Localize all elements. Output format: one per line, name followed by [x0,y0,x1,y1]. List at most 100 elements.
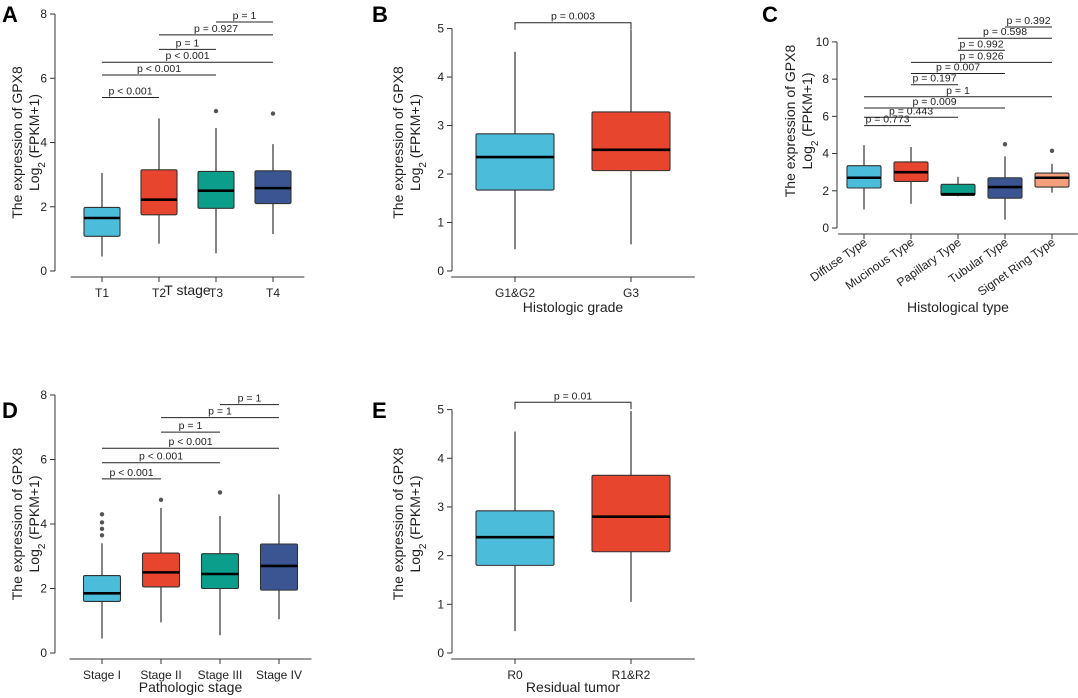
outlier-point [158,497,164,503]
x-tick-label: Signet Ring Type [975,235,1058,299]
x-tick-label: Stage I [83,668,121,682]
y-axis-title-line2: Log2 (FPKM+1) [26,476,48,573]
x-tick-label: Stage II [140,668,181,682]
p-value-label: p = 1 [946,85,970,97]
y-tick-label: 0 [40,264,47,278]
comparison-bracket: p < 0.001 [102,63,216,76]
outlier-point [213,108,219,114]
y-axis-title-sub: 2 [37,543,48,549]
y-axis-title-unit: (FPKM+1) [799,73,815,141]
box-stage-ii [141,497,181,623]
box-body [83,206,121,237]
p-value-label: p = 1 [176,37,200,49]
y-tick-label: 8 [40,388,47,402]
comparison-bracket: p = 1 [161,406,279,419]
y-tick-label: 2 [822,184,829,198]
panel-letter: C [762,2,778,27]
y-axis-title-line2: Log2 (FPKM+1) [26,94,48,191]
comparison-bracket: p = 0.992 [958,38,1005,51]
p-value-label: p = 0.009 [912,96,956,108]
y-axis-title-line2: Log2 (FPKM+1) [407,476,429,573]
box-r0 [475,431,555,632]
y-axis-title-line1: The expression of GPX8 [390,66,406,219]
y-tick-label: 0 [40,646,47,660]
p-value-label: p < 0.001 [137,63,181,75]
y-axis-title-line1: The expression of GPX8 [390,448,406,601]
y-axis-title-log: Log [407,549,423,572]
box-body [140,169,178,216]
box-t4 [254,111,292,235]
comparison-bracket: p = 0.197 [911,73,958,86]
p-value-label: p = 0.197 [912,73,956,85]
y-axis-title-sub: 2 [37,162,48,168]
x-axis-title: Histological type [907,299,1009,315]
y-axis-title-unit: (FPKM+1) [407,476,423,544]
y-tick-label: 6 [822,109,829,123]
box-tubular-type [987,142,1023,220]
p-value-label: p < 0.001 [108,86,152,98]
x-tick-label: T2 [152,286,166,300]
comparison-bracket: p = 0.598 [958,26,1052,39]
y-axis-title-log: Log [26,168,42,191]
outlier-point [270,111,276,116]
y-tick-label: 4 [40,136,47,150]
comparison-bracket: p < 0.001 [102,451,220,464]
box-body [591,111,671,172]
x-tick-label: G1&G2 [495,286,535,300]
x-tick-label: R1&R2 [612,668,651,682]
p-value-label: p = 0.01 [554,390,592,402]
p-value-label: p = 0.003 [551,11,595,23]
p-value-label: p = 0.992 [959,38,1003,50]
outlier-point [217,490,223,495]
y-tick-label: 10 [816,35,830,49]
x-axis-title: T stage [164,282,211,298]
x-tick-label: G3 [623,286,639,300]
panel-d: D 0 2 4 6 8 Stage I Stage II Stage III Stage IV Pa… [2,388,312,695]
y-axis-title-sub: 2 [810,140,821,146]
y-tick-label: 3 [437,119,444,133]
box-stage-i [82,512,122,639]
y-tick-label: 1 [437,597,444,611]
comparison-bracket: p < 0.001 [102,86,159,99]
p-value-label: p = 1 [179,420,203,432]
box-papillary-type [940,176,976,197]
y-tick-label: 8 [40,7,47,21]
outlier-point [1049,148,1055,153]
comparison-bracket: p = 1 [216,10,273,23]
y-axis-title-sub: 2 [418,162,429,168]
p-value-label: p = 1 [233,10,257,22]
box-body [591,474,671,553]
y-tick-label: 0 [437,264,444,278]
x-axis-title: Histologic grade [523,299,624,315]
bracket-line [514,22,632,30]
y-axis-title-line2: Log2 (FPKM+1) [407,94,429,191]
y-tick-label: 0 [437,646,444,660]
box-body [1034,172,1070,188]
p-value-label: p = 1 [208,406,232,418]
panel-letter: A [2,2,18,27]
x-tick-label: Stage III [198,668,243,682]
p-value-label: p = 0.927 [194,23,238,35]
box-mucinous-type [893,147,929,204]
p-value-label: p < 0.001 [168,436,212,448]
p-value-label: p = 0.392 [1006,15,1050,27]
panel-letter: D [2,398,18,423]
y-axis-title-line1: The expression of GPX8 [9,66,25,219]
y-tick-label: 4 [437,70,444,84]
y-tick-label: 4 [437,451,444,465]
comparison-bracket: p < 0.001 [102,436,279,449]
comparison-bracket: p = 0.01 [514,390,632,410]
p-value-label: p = 1 [238,393,262,405]
box-r1-r2 [591,411,671,602]
comparison-bracket: p < 0.001 [102,50,273,63]
y-axis-title-log: Log [799,146,815,169]
comparison-bracket: p = 0.007 [911,62,1005,75]
box-body [82,575,122,602]
y-axis-title-line1: The expression of GPX8 [9,448,25,601]
y-tick-label: 0 [822,221,829,235]
comparison-bracket: p = 1 [159,37,216,50]
panel-letter: B [372,2,388,27]
comparison-bracket: p = 1 [220,393,279,406]
